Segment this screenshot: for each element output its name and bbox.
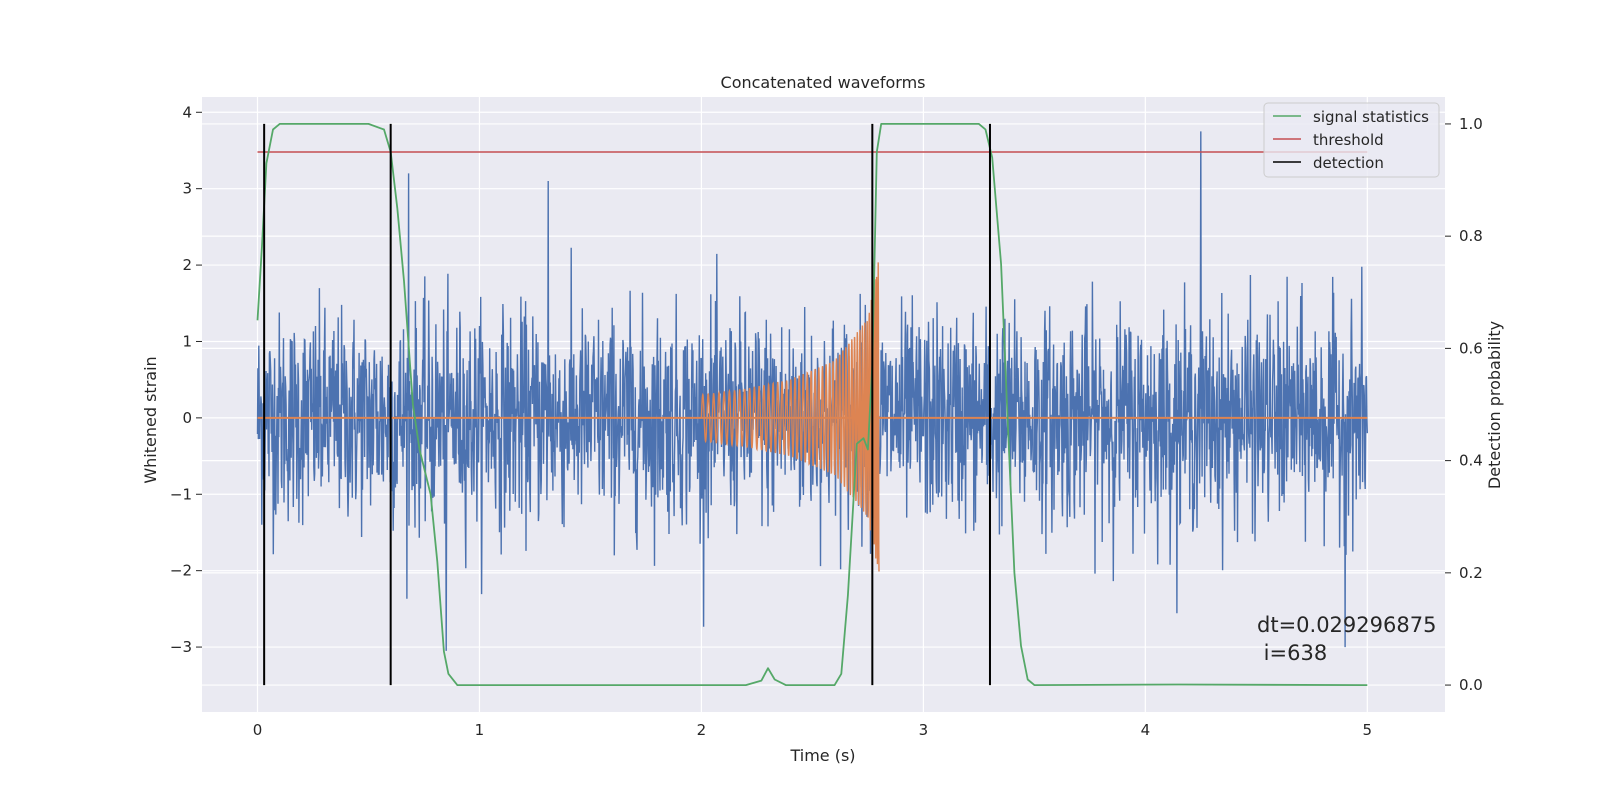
y-tick-label: −3 bbox=[170, 638, 192, 656]
signal-statistics-line bbox=[256, 123, 1368, 686]
x-tick-label: 3 bbox=[919, 721, 929, 739]
x-tick-label: 2 bbox=[697, 721, 707, 739]
annotation-dt: dt=0.029296875 bbox=[1257, 613, 1436, 637]
injected-chirp-line bbox=[700, 262, 880, 572]
x-tick-label: 0 bbox=[253, 721, 263, 739]
series-layer bbox=[256, 123, 1368, 686]
legend-label-threshold: threshold bbox=[1313, 131, 1384, 149]
y2-axis-label: Detection probability bbox=[1485, 321, 1504, 489]
y-axis-label: Whitened strain bbox=[141, 356, 160, 483]
x-tick-label: 1 bbox=[475, 721, 485, 739]
y2-tick-label: 1.0 bbox=[1459, 115, 1483, 133]
y-tick-label: 1 bbox=[182, 332, 192, 350]
y2-tick-label: 0.6 bbox=[1459, 339, 1483, 357]
y2-tick-label: 0.0 bbox=[1459, 676, 1483, 694]
tick-labels: 0 1 2 3 4 5 −3 −2 −1 0 1 2 3 4 0.0 0.2 0.4 0.6 0.8 1.0 bbox=[170, 103, 1483, 739]
x-tick-label: 5 bbox=[1363, 721, 1373, 739]
legend-box bbox=[1263, 102, 1440, 178]
y2-tick-label: 0.2 bbox=[1459, 564, 1483, 582]
y-tick-label: 3 bbox=[182, 180, 192, 198]
legend-label-signal-statistics: signal statistics bbox=[1313, 108, 1429, 126]
legend-label-detection: detection bbox=[1313, 154, 1384, 172]
chart-title: Concatenated waveforms bbox=[721, 73, 926, 92]
annotation-index: i=638 bbox=[1257, 641, 1327, 665]
y2-tick-label: 0.8 bbox=[1459, 227, 1483, 245]
y-tick-label: −2 bbox=[170, 562, 192, 580]
y2-tick-label: 0.4 bbox=[1459, 452, 1483, 470]
legend: signal statistics threshold detection bbox=[1263, 102, 1440, 178]
y-tick-label: 2 bbox=[182, 256, 192, 274]
x-axis-label: Time (s) bbox=[789, 746, 855, 765]
y-tick-label: 4 bbox=[182, 103, 192, 121]
x-tick-label: 4 bbox=[1141, 721, 1151, 739]
y-tick-label: −1 bbox=[170, 485, 192, 503]
y-tick-label: 0 bbox=[182, 409, 192, 427]
